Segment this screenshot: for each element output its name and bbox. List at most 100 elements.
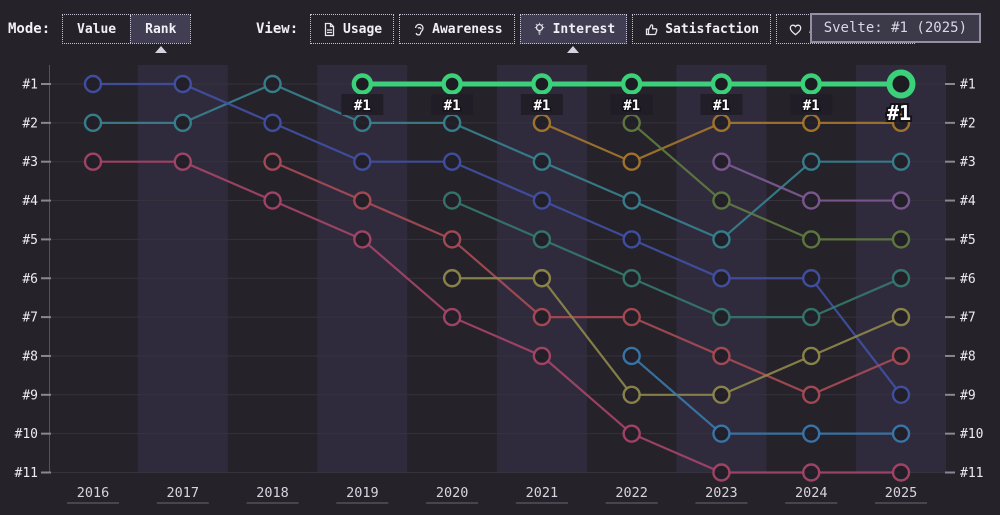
tab-awareness[interactable]: Awareness — [399, 14, 515, 44]
data-point[interactable] — [712, 346, 731, 366]
selected-caret-icon — [154, 46, 167, 53]
data-point[interactable] — [802, 346, 821, 366]
series-line[interactable] — [451, 199, 902, 319]
highlighted-data-point[interactable] — [351, 73, 374, 95]
data-point[interactable] — [353, 113, 372, 133]
highlighted-data-point[interactable] — [710, 73, 733, 95]
data-point[interactable] — [802, 191, 821, 210]
mode-value-button[interactable]: Value — [63, 15, 130, 43]
series-line[interactable] — [272, 160, 902, 396]
data-point[interactable] — [532, 346, 552, 366]
data-point[interactable] — [622, 424, 641, 443]
data-point[interactable] — [263, 74, 282, 94]
year-label[interactable]: 2018 — [256, 485, 289, 501]
data-point[interactable] — [622, 191, 641, 210]
series-line[interactable] — [630, 122, 901, 241]
data-point[interactable] — [802, 307, 821, 327]
data-point[interactable] — [442, 307, 462, 327]
highlighted-data-point[interactable] — [620, 73, 643, 95]
data-point[interactable] — [712, 424, 731, 443]
data-point[interactable] — [622, 152, 641, 171]
data-point[interactable] — [802, 463, 821, 482]
data-point[interactable] — [712, 191, 731, 210]
data-point[interactable] — [353, 152, 372, 171]
data-point[interactable] — [802, 230, 821, 249]
highlighted-data-point[interactable] — [800, 73, 822, 95]
data-point[interactable] — [353, 230, 372, 249]
data-point[interactable] — [891, 424, 911, 443]
data-point[interactable] — [891, 269, 911, 288]
data-point[interactable] — [263, 152, 282, 171]
data-point[interactable] — [173, 74, 192, 94]
data-point[interactable] — [173, 113, 192, 133]
data-point[interactable] — [891, 230, 911, 249]
data-point[interactable] — [712, 113, 731, 133]
data-point[interactable] — [712, 385, 731, 404]
data-point[interactable] — [442, 191, 462, 210]
series-line[interactable] — [93, 160, 901, 474]
data-point[interactable] — [532, 269, 552, 288]
data-point[interactable] — [83, 74, 103, 94]
highlighted-data-point-current[interactable] — [886, 69, 916, 99]
data-point[interactable] — [532, 230, 552, 249]
data-point[interactable] — [802, 113, 821, 133]
data-point[interactable] — [622, 113, 641, 133]
year-label[interactable]: 2022 — [615, 485, 648, 501]
year-label[interactable]: 2019 — [346, 485, 379, 501]
highlighted-data-point[interactable] — [441, 73, 463, 95]
data-point[interactable] — [712, 152, 731, 171]
data-point[interactable] — [622, 307, 641, 327]
data-point[interactable] — [622, 269, 641, 288]
data-point[interactable] — [802, 152, 821, 171]
rank-label-left: #9 — [22, 388, 38, 403]
data-point[interactable] — [442, 230, 462, 249]
data-point[interactable] — [442, 113, 462, 133]
data-point[interactable] — [712, 269, 731, 288]
data-point[interactable] — [891, 152, 911, 171]
year-label[interactable]: 2020 — [436, 485, 469, 501]
data-point[interactable] — [263, 113, 282, 133]
year-label[interactable]: 2024 — [795, 485, 828, 501]
data-point[interactable] — [353, 191, 372, 210]
year-label[interactable]: 2017 — [167, 485, 200, 501]
data-point[interactable] — [532, 307, 552, 327]
tab-usage[interactable]: Usage — [310, 14, 395, 44]
data-point[interactable] — [891, 385, 911, 404]
data-point[interactable] — [891, 307, 911, 327]
data-point[interactable] — [532, 152, 552, 171]
data-point[interactable] — [173, 152, 192, 171]
data-point[interactable] — [712, 463, 731, 482]
data-point[interactable] — [891, 463, 911, 482]
data-point[interactable] — [802, 269, 821, 288]
data-point[interactable] — [891, 113, 911, 133]
data-point[interactable] — [263, 191, 282, 210]
data-point[interactable] — [712, 230, 731, 249]
data-point[interactable] — [532, 113, 552, 133]
mode-rank-button[interactable]: Rank — [130, 15, 191, 53]
rank-badge: #1 — [623, 98, 640, 114]
data-point[interactable] — [622, 346, 641, 366]
data-point[interactable] — [712, 307, 731, 327]
tab-interest[interactable]: Interest — [519, 14, 628, 53]
data-point[interactable] — [442, 152, 462, 171]
data-point[interactable] — [891, 346, 911, 366]
data-point[interactable] — [622, 385, 641, 404]
data-point[interactable] — [891, 191, 911, 210]
tab-satisfaction[interactable]: Satisfaction — [632, 14, 772, 44]
year-label[interactable]: 2023 — [705, 485, 738, 501]
series-line[interactable] — [630, 355, 901, 435]
year-label[interactable]: 2016 — [77, 485, 110, 501]
data-point[interactable] — [802, 424, 821, 443]
highlighted-data-point[interactable] — [531, 73, 553, 95]
data-point[interactable] — [442, 269, 462, 288]
rank-badge: #1 — [354, 98, 371, 114]
data-point[interactable] — [532, 191, 552, 210]
data-point[interactable] — [83, 152, 103, 171]
data-point[interactable] — [622, 230, 641, 249]
series-line[interactable] — [93, 82, 902, 396]
year-label[interactable]: 2025 — [885, 485, 918, 501]
data-point[interactable] — [802, 385, 821, 404]
year-label[interactable]: 2021 — [526, 485, 559, 501]
data-point[interactable] — [83, 113, 103, 133]
